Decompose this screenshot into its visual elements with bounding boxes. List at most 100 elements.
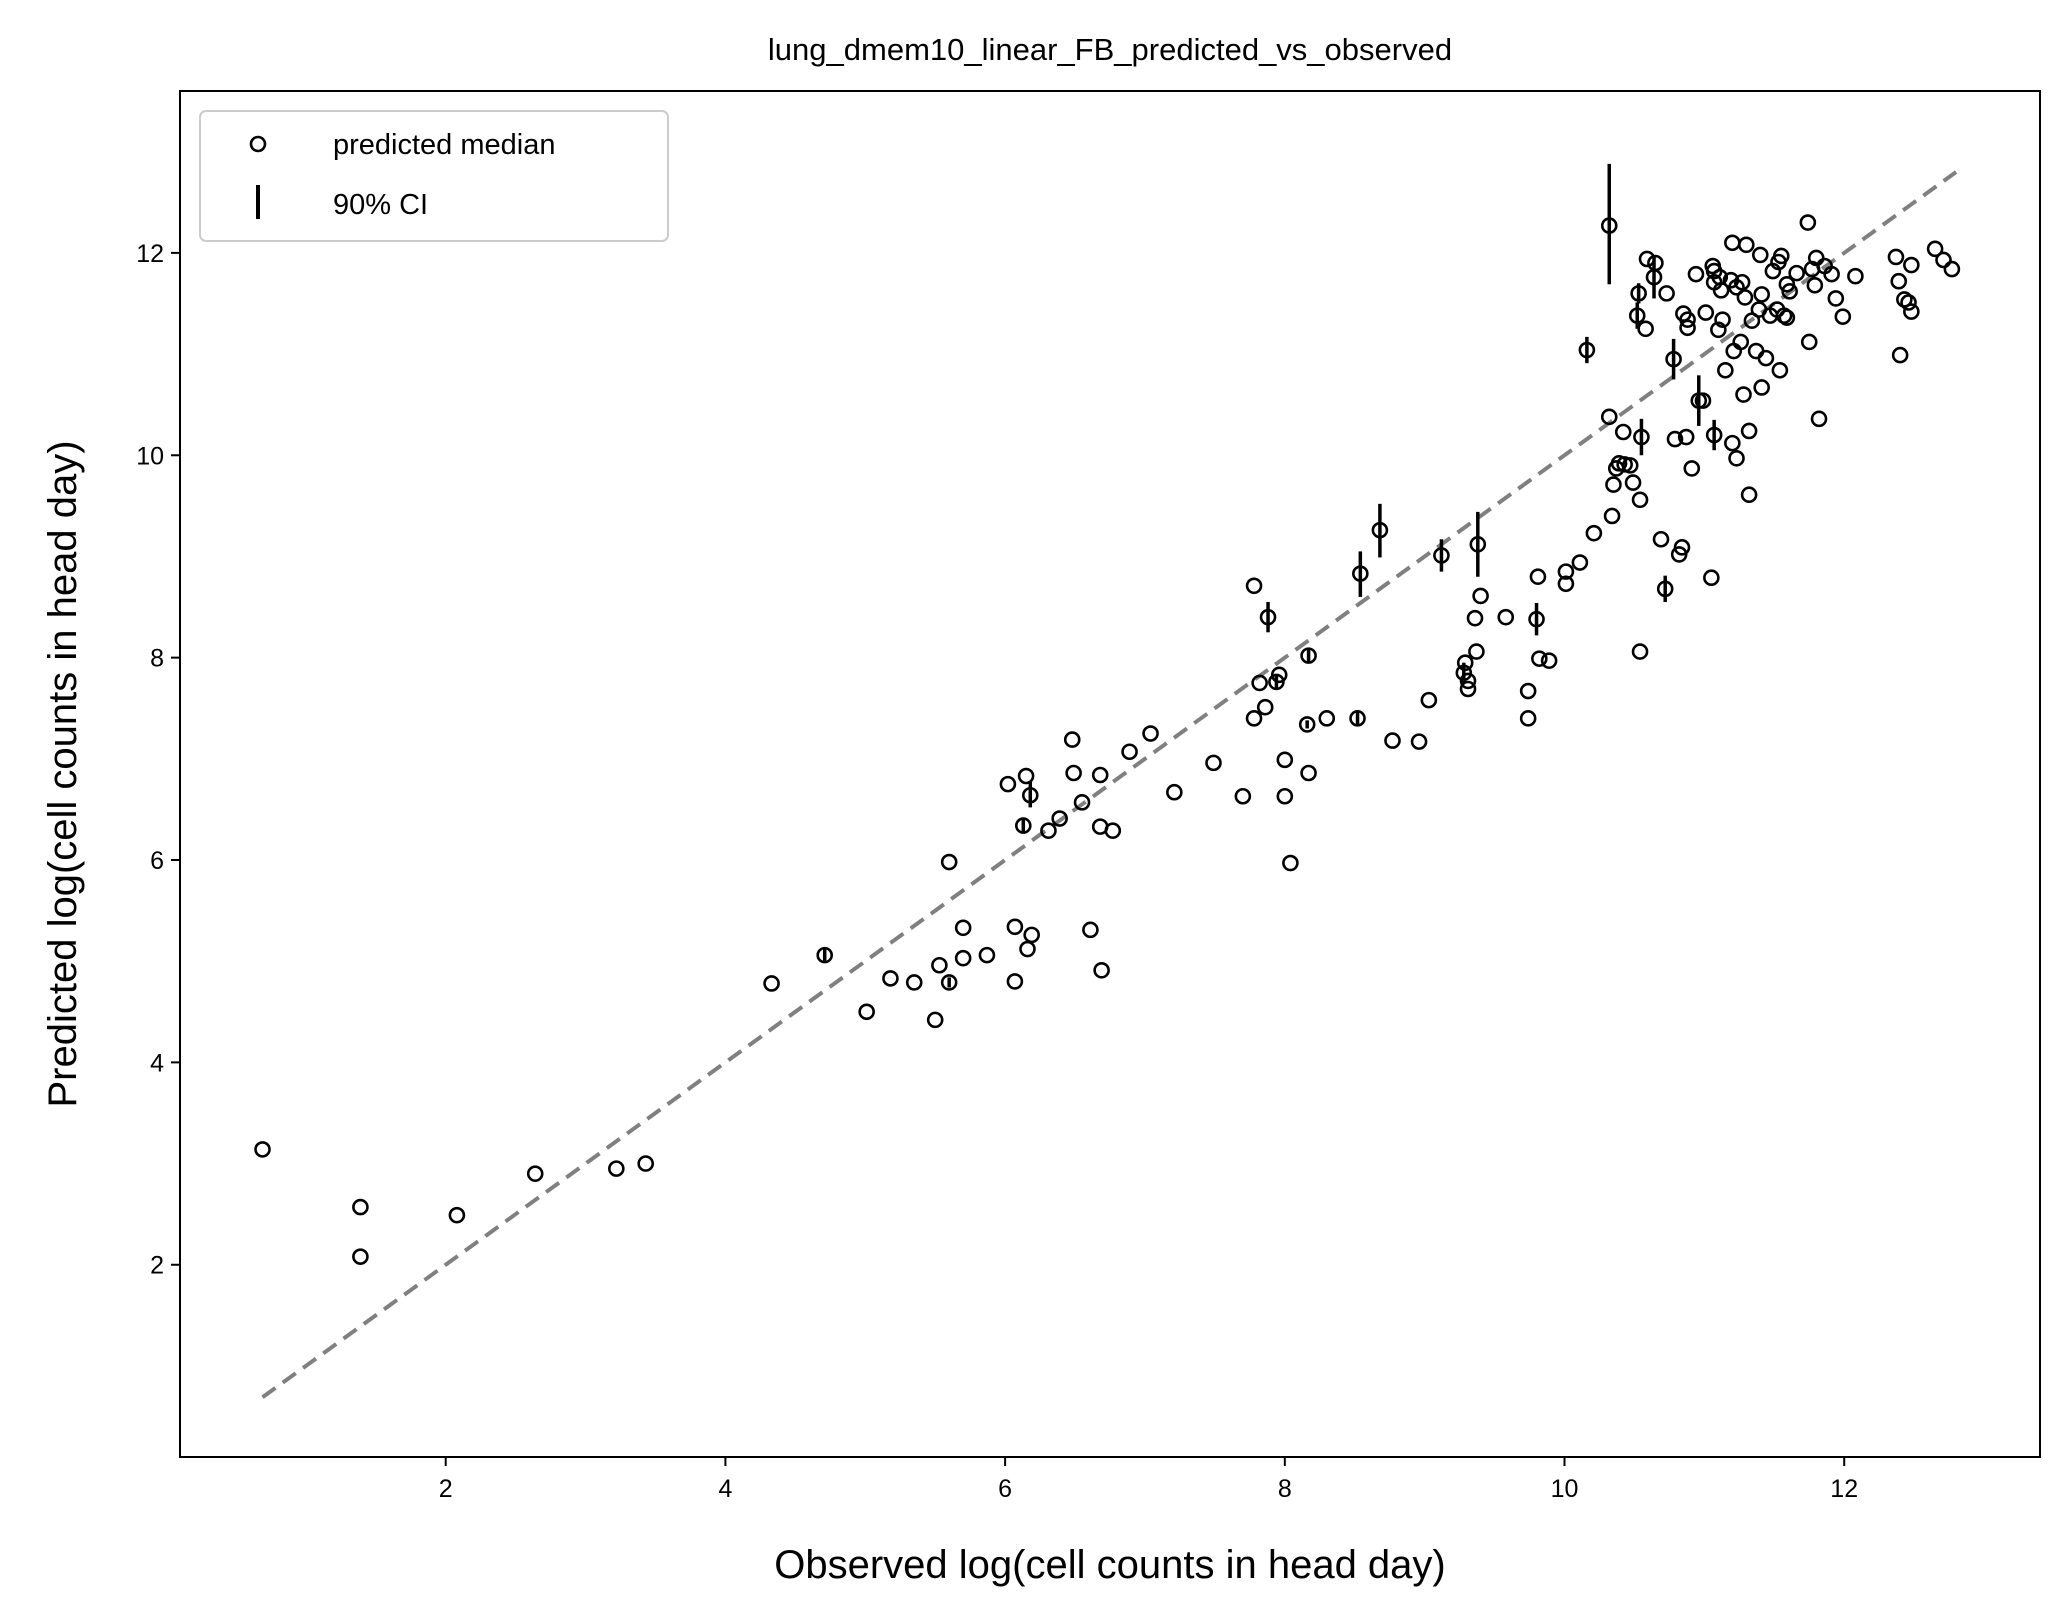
scatter-point: [1384, 732, 1401, 749]
scatter-point: [978, 946, 996, 964]
scatter-point: [1540, 652, 1558, 669]
scatter-point: [1121, 743, 1138, 761]
scatter-point: [1019, 940, 1036, 958]
scatter-point: [954, 919, 972, 937]
scatter-point: [1468, 643, 1485, 660]
scatter-point: [1456, 654, 1474, 671]
x-axis-ticks: 2 4 6 8 10 12: [439, 1457, 1858, 1503]
scatter-point: [1017, 767, 1035, 785]
scatter-point: [1276, 787, 1294, 805]
scatter-point: [1205, 754, 1222, 772]
scatter-point: [1234, 787, 1252, 805]
scatter-point: [1318, 710, 1336, 727]
x-tick-label: 2: [439, 1475, 453, 1503]
scatter-point: [1772, 247, 1790, 265]
scatter-point: [858, 1003, 875, 1021]
scatter-point: [637, 1155, 654, 1172]
scatter-point: [1717, 361, 1734, 379]
scatter-point: [1276, 751, 1294, 769]
scatter-point: [1753, 286, 1770, 303]
scatter-point: [1529, 568, 1547, 585]
scatter-point: [926, 1011, 944, 1029]
scatter-point: [1736, 289, 1754, 306]
scatter-point: [1710, 321, 1727, 339]
y-tick-label: 10: [136, 442, 164, 470]
scatter-point: [1778, 309, 1796, 326]
plot-frame: [179, 90, 2041, 1458]
scatter-point: [1788, 264, 1805, 282]
scatter-point: [1455, 664, 1473, 682]
scatter-point: [1630, 285, 1647, 302]
scatter-point: [1014, 817, 1032, 834]
scatter-point: [1624, 474, 1642, 491]
scatter-point: [1051, 810, 1068, 827]
scatter-point: [1943, 260, 1961, 278]
scatter-point: [1006, 918, 1024, 936]
scatter-point: [1631, 643, 1649, 660]
scatter-point: [1603, 507, 1621, 525]
scatter-point: [1705, 426, 1723, 444]
scatter-point: [1006, 973, 1024, 990]
scatter-point: [1531, 650, 1548, 667]
scatter-point: [1656, 580, 1674, 598]
scatter-point: [1433, 547, 1450, 564]
scatter-point: [1142, 725, 1159, 742]
scatter-point: [1519, 710, 1537, 727]
chart-title: lung_dmem10_linear_FB_predicted_vs_obser…: [768, 32, 1452, 67]
scatter-point: [954, 949, 972, 967]
scatter-point: [1900, 294, 1917, 311]
scatter-point: [1245, 577, 1263, 595]
scatter-point: [608, 1160, 625, 1177]
scatter-point: [1459, 672, 1477, 690]
x-tick-label: 6: [998, 1475, 1012, 1503]
scatter-point: [1677, 428, 1695, 446]
scatter-point: [1469, 536, 1487, 553]
scatter-point: [526, 1165, 544, 1182]
y-tick-label: 4: [150, 1049, 164, 1077]
scatter-point: [1827, 290, 1845, 307]
scatter-point: [1497, 608, 1515, 626]
scatter-point: [1753, 379, 1770, 396]
scatter-point: [1679, 319, 1696, 337]
scatter-point: [1740, 486, 1758, 504]
scatter-point: [1806, 276, 1824, 294]
scatter-point: [1298, 716, 1316, 733]
scatter-point: [1658, 285, 1675, 302]
scatter-point: [254, 1141, 271, 1158]
x-tick-label: 8: [1278, 1475, 1292, 1503]
scatter-point: [1935, 251, 1952, 269]
scatter-point: [1694, 392, 1712, 409]
y-tick-label: 2: [150, 1252, 164, 1280]
scatter-point: [1781, 283, 1798, 300]
scatter-point: [1605, 476, 1622, 493]
scatter-point: [1687, 265, 1705, 283]
scatter-point: [816, 946, 834, 964]
scatter-point: [1732, 333, 1750, 351]
scatter-point: [1903, 256, 1920, 274]
scatter-point: [1600, 408, 1618, 426]
scatter-point: [1847, 267, 1864, 285]
scatter-point: [1073, 794, 1091, 811]
points-layer: [254, 214, 1961, 1265]
scatter-point: [1735, 386, 1752, 403]
scatter-point: [1891, 346, 1909, 364]
scatter-point: [1665, 350, 1682, 368]
scatter-point: [1683, 460, 1701, 477]
scatter-point: [1065, 764, 1082, 782]
scatter-point: [1600, 217, 1618, 234]
scatter-point: [1282, 854, 1299, 872]
scatter-point: [905, 974, 923, 991]
scatter-point: [1673, 539, 1691, 556]
scatter-point: [1166, 783, 1183, 801]
scatter-point: [1519, 682, 1537, 700]
scatter-point: [1697, 304, 1715, 321]
scatter-point: [1757, 349, 1775, 367]
y-tick-label: 8: [150, 645, 164, 673]
legend-label-predicted-median: predicted median: [333, 129, 555, 161]
scatter-point: [1887, 248, 1905, 266]
scatter-point: [1557, 563, 1575, 580]
scatter-point: [448, 1206, 466, 1224]
scatter-point: [1733, 273, 1751, 291]
legend: predicted median 90% CI: [199, 110, 669, 242]
